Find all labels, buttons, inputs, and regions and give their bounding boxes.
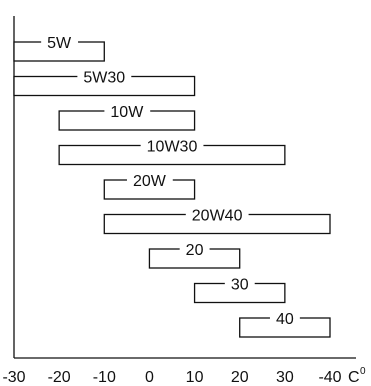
- bar-20w40-label: 20W40: [192, 208, 243, 225]
- x-tick-1: -20: [48, 369, 71, 386]
- bar-10w-label-gap: [104, 108, 151, 114]
- bar-20w-label-gap: [126, 177, 173, 183]
- bar-20w: 20W: [103, 173, 196, 200]
- bar-5w30: 5W30: [13, 70, 196, 97]
- bar-5w-label-gap: [41, 39, 79, 45]
- x-tick-7: -40: [318, 369, 341, 386]
- x-tick-5: 20: [231, 369, 249, 386]
- x-tick-6: 30: [276, 369, 294, 386]
- bar-10w30-label: 10W30: [147, 139, 198, 156]
- x-ticks: -30 -20 -10 0 10 20 30 -40: [2, 369, 341, 386]
- bar-30-label-gap: [224, 280, 255, 287]
- bar-20-label: 20: [186, 242, 204, 259]
- bar-40: 40: [239, 311, 331, 338]
- x-tick-3: 0: [145, 369, 154, 386]
- x-tick-2: -10: [93, 369, 116, 386]
- bar-10w: 10W: [58, 104, 196, 131]
- bar-30-label: 30: [231, 277, 249, 294]
- bar-5w-label: 5W: [47, 35, 72, 52]
- bar-20w40-label-gap: [185, 211, 249, 218]
- bar-20: 20: [148, 242, 241, 269]
- bar-20-label-gap: [179, 246, 210, 252]
- bar-5w: 5W: [13, 35, 105, 62]
- bar-20w40: 20W40: [103, 208, 331, 235]
- unit-label: C: [348, 369, 360, 386]
- bar-10w30: 10W30: [58, 139, 286, 166]
- bar-30: 30: [193, 277, 286, 304]
- range-bars: 5W 5W30 10W 10W30 20W 20W40 20 30 40: [13, 35, 331, 338]
- x-tick-0: -30: [2, 369, 25, 386]
- bar-5w30-label: 5W30: [83, 70, 125, 87]
- bar-40-label-gap: [269, 315, 300, 321]
- bar-10w30-label-gap: [140, 142, 204, 149]
- bar-5w30-label-gap: [77, 73, 132, 80]
- bar-40-label: 40: [276, 311, 294, 328]
- x-tick-4: 10: [186, 369, 204, 386]
- bar-10w-label: 10W: [110, 104, 144, 121]
- unit-superscript: 0: [360, 366, 366, 377]
- bar-20w-label: 20W: [133, 173, 167, 190]
